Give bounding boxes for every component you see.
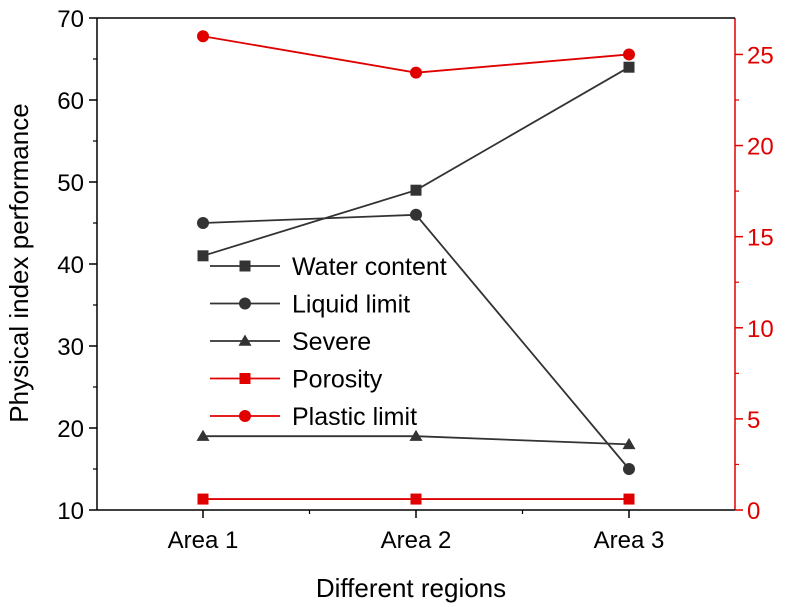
- legend-label-plastic-limit: Plastic limit: [292, 403, 417, 431]
- series-layer: [196, 30, 636, 505]
- x-tick-label-1: Area 1: [168, 527, 239, 554]
- series-plastic-limit: [197, 30, 635, 79]
- point-liquid-limit-3: [623, 463, 635, 475]
- series-line-water-content: [202, 66, 630, 257]
- legend-marker-severe: [238, 334, 252, 346]
- point-water-content-3: [623, 61, 635, 73]
- right-tick-label-5: 5: [747, 407, 760, 434]
- right-tick-label-25: 25: [747, 42, 774, 69]
- series-liquid-limit: [197, 208, 635, 475]
- left-tick-label-20: 20: [57, 416, 84, 443]
- legend-marker-liquid-limit: [239, 297, 251, 310]
- left-tick-label-30: 30: [57, 334, 84, 361]
- point-liquid-limit-1: [197, 217, 209, 229]
- x-tick-label-3: Area 3: [594, 527, 665, 554]
- right-tick-label-0: 0: [747, 498, 760, 525]
- x-axis-ticks: Area 1 Area 2 Area 3: [168, 510, 665, 554]
- right-axis-ticks: 0 5 10 15 20 25: [735, 42, 774, 525]
- left-tick-label-40: 40: [57, 252, 84, 279]
- left-axis-ticks: 10 20 30 40 50 60 70: [57, 6, 97, 525]
- point-liquid-limit-2: [410, 208, 422, 221]
- point-severe-3: [622, 437, 636, 450]
- legend-label-liquid-limit: Liquid limit: [292, 291, 410, 319]
- point-severe-2: [409, 429, 423, 441]
- left-tick-label-10: 10: [57, 498, 84, 525]
- left-tick-label-70: 70: [57, 6, 84, 33]
- x-axis-title: Different regions: [316, 573, 506, 603]
- point-porosity-2: [410, 493, 422, 505]
- legend-marker-water-content: [239, 260, 251, 272]
- legend: Water content Liquid limit Severe Porosity P…: [210, 253, 447, 431]
- point-plastic-limit-2: [410, 66, 422, 79]
- right-tick-label-20: 20: [747, 134, 774, 161]
- left-tick-label-50: 50: [57, 170, 84, 197]
- series-water-content: [197, 61, 635, 262]
- point-plastic-limit-3: [623, 48, 635, 61]
- right-tick-label-10: 10: [747, 316, 774, 343]
- legend-label-severe: Severe: [292, 328, 371, 356]
- point-porosity-3: [623, 493, 635, 505]
- left-tick-label-60: 60: [57, 88, 84, 115]
- legend-marker-porosity: [239, 373, 251, 384]
- point-plastic-limit-1: [197, 30, 209, 43]
- legend-marker-plastic-limit: [239, 410, 251, 422]
- point-porosity-1: [197, 493, 209, 505]
- right-tick-label-15: 15: [747, 225, 774, 252]
- legend-label-porosity: Porosity: [292, 366, 383, 394]
- point-severe-1: [196, 429, 210, 441]
- point-water-content-1: [197, 250, 209, 262]
- series-porosity: [197, 493, 635, 505]
- x-tick-label-2: Area 2: [381, 527, 452, 554]
- legend-label-water-content: Water content: [292, 253, 447, 281]
- point-water-content-2: [410, 184, 422, 196]
- y-axis-title: Physical index performance: [4, 103, 34, 422]
- series-severe: [196, 429, 636, 450]
